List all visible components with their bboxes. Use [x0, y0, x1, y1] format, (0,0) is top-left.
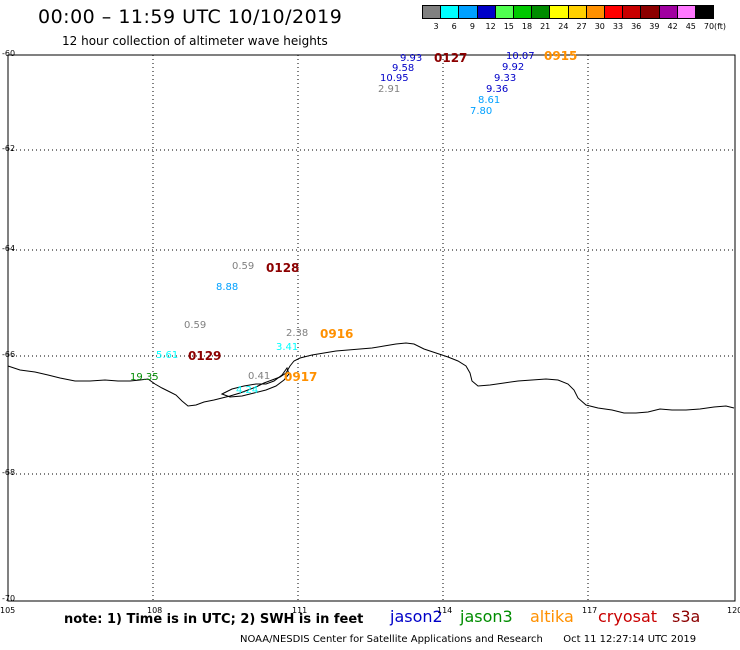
satellite-legend-item: jason2 [390, 607, 443, 626]
latitude-label: -64 [2, 244, 16, 253]
scale-label: 24 [558, 22, 569, 31]
latitude-label: -68 [2, 468, 16, 477]
wave-height-value: 0.41 [248, 371, 271, 382]
map-frame [7, 54, 736, 602]
latitude-label: -70 [2, 594, 16, 603]
scale-label: 27 [576, 22, 587, 31]
scale-label: 6 [451, 22, 457, 31]
satellite-legend-item: jason3 [460, 607, 513, 626]
longitude-label: 120 [727, 606, 740, 615]
latitude-label: -62 [2, 144, 16, 153]
wave-height-value: 9.36 [486, 84, 509, 95]
wave-height-value: 0.59 [184, 320, 207, 331]
scale-label: 39 [649, 22, 660, 31]
scale-label: 3 [433, 22, 439, 31]
longitude-label: 117 [582, 606, 598, 615]
wave-height-value: 10.95 [380, 73, 409, 84]
track-time-label: 0915 [544, 49, 578, 63]
satellite-legend-item: s3a [672, 607, 701, 626]
satellite-legend-item: altika [530, 607, 574, 626]
wave-height-value: 2.38 [286, 328, 309, 339]
wave-height-value: 3.41 [276, 342, 299, 353]
wave-height-value: 2.91 [378, 84, 401, 95]
scale-label: 9 [469, 22, 475, 31]
wave-height-value: 9.93 [400, 53, 423, 64]
scale-label: 18 [521, 22, 533, 31]
wave-height-value: 8.88 [216, 282, 239, 293]
antarctic-coastline [7, 342, 735, 414]
scale-swatch [695, 5, 715, 19]
wave-height-value: 5.61 [156, 350, 179, 361]
scale-label: 30 [594, 22, 605, 31]
longitude-label: 111 [292, 606, 308, 615]
satellite-legend-item: cryosat [598, 607, 658, 626]
longitude-label: 105 [0, 606, 16, 615]
island-outline [220, 366, 290, 398]
scale-label: 12 [485, 22, 496, 31]
scale-label: 21 [540, 22, 551, 31]
wave-height-value: 9.92 [502, 62, 525, 73]
footnote: note: 1) Time is in UTC; 2) SWH is in fe… [64, 612, 364, 627]
latitude-label: -60 [2, 49, 16, 58]
scale-label: 33 [612, 22, 624, 31]
wave-height-value: 8.61 [478, 95, 501, 106]
wave-height-value: 10.07 [506, 51, 535, 62]
wave-height-value: 4.24 [236, 385, 259, 396]
track-time-label: 0917 [284, 370, 318, 384]
longitude-label: 108 [147, 606, 163, 615]
credit-line: NOAA/NESDIS Center for Satellite Applica… [240, 634, 696, 645]
graticule [8, 55, 735, 601]
wave-height-value: 0.59 [232, 261, 255, 272]
wave-height-value: 19.35 [130, 372, 159, 383]
scale-label: 45 [685, 22, 696, 31]
wave-height-value: 9.33 [494, 73, 517, 84]
scale-label: 36 [631, 22, 642, 31]
scale-label: 15 [503, 22, 514, 31]
track-time-label: 0127 [434, 51, 468, 65]
credit-source: NOAA/NESDIS Center for Satellite Applica… [240, 634, 543, 645]
map-title: 00:00 – 11:59 UTC 10/10/2019 [38, 6, 343, 28]
latitude-label: -66 [2, 350, 16, 359]
scale-label: 70 [703, 22, 715, 31]
credit-timestamp: Oct 11 12:27:14 UTC 2019 [563, 634, 697, 645]
longitude-label: 114 [437, 606, 453, 615]
track-time-label: 0129 [188, 349, 222, 363]
wave-height-value: 7.80 [470, 106, 493, 117]
wave-height-value: 9.58 [392, 63, 415, 74]
track-time-label: 0128 [266, 261, 300, 275]
map-subtitle: 12 hour collection of altimeter wave hei… [62, 34, 328, 48]
scale-label: 42 [667, 22, 678, 31]
scale-unit-label: (ft) [714, 22, 727, 31]
track-time-label: 0916 [320, 327, 354, 341]
